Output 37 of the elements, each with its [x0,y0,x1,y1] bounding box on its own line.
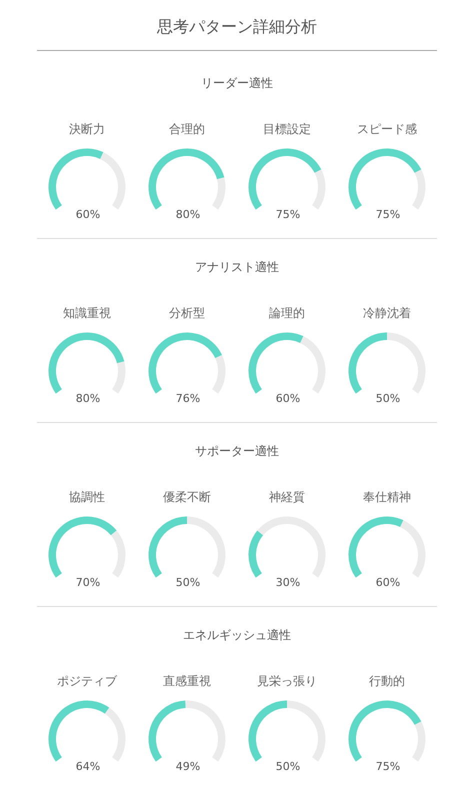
text: エネルギッシュ適性 [183,628,291,642]
chart-title: 論理的 [269,306,305,320]
text: 75% [276,208,300,221]
text: 64% [76,760,100,773]
text: 60% [276,392,300,405]
text: サポーター適性 [195,444,279,458]
chart-title: 分析型 [169,306,205,320]
chart-title: 見栄っ張り [257,674,317,688]
text: 70% [76,576,100,589]
text: 80% [176,208,200,221]
text: 30% [276,576,300,589]
text: 思考パターン詳細分析 [156,17,317,36]
chart-title: 神経質 [269,490,305,504]
chart-title: スピード感 [357,122,417,136]
text: 60% [376,576,400,589]
text: アナリスト適性 [195,260,279,274]
text: 60% [76,208,100,221]
chart-title: 奉仕精神 [363,490,411,504]
text: 50% [176,576,200,589]
chart-title: 直感重視 [163,674,211,688]
chart-title: ポジティブ [57,674,118,688]
chart-title: 協調性 [69,490,105,504]
text: 50% [376,392,400,405]
chart-title: 行動的 [369,674,405,688]
text: 49% [176,760,200,773]
chart-title: 目標設定 [263,122,311,136]
chart-title: 知識重視 [63,306,111,320]
text: リーダー適性 [201,76,273,90]
chart-title: 合理的 [169,122,205,136]
chart-title: 決断力 [69,122,105,136]
chart-title: 冷静沈着 [363,306,411,320]
text: 75% [376,208,400,221]
text: 76% [176,392,200,405]
text: 50% [276,760,300,773]
text: 75% [376,760,400,773]
chart-title: 優柔不断 [163,490,211,504]
text: 80% [76,392,100,405]
